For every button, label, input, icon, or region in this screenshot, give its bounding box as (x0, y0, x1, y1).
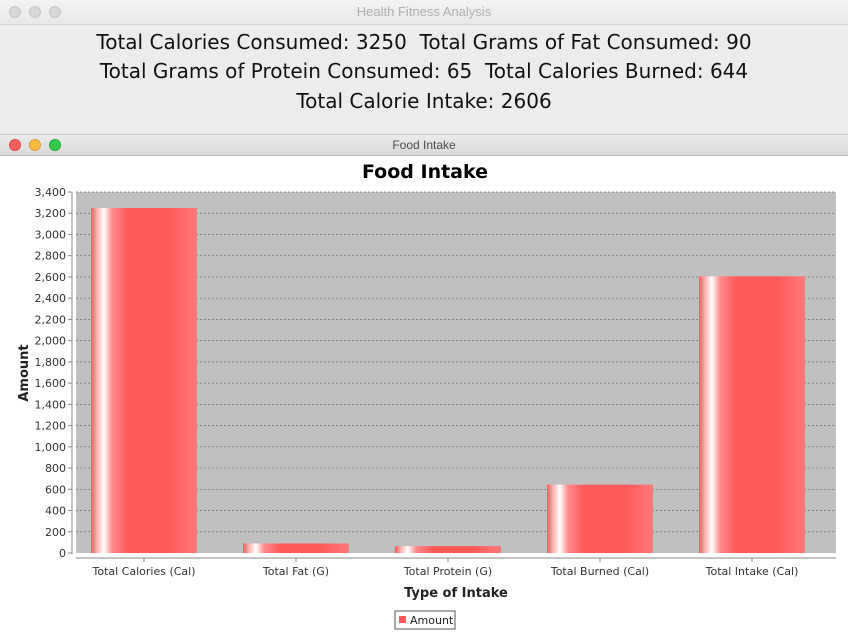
x-tick-label: Total Calories (Cal) (91, 565, 195, 578)
y-tick-label: 0 (59, 547, 66, 560)
legend-label: Amount (410, 614, 454, 627)
chart-title: Food Intake (362, 161, 488, 183)
y-tick-label: 2,000 (35, 335, 67, 348)
y-tick-label: 3,000 (35, 228, 67, 241)
y-tick-label: 1,600 (35, 377, 67, 390)
y-tick-label: 800 (45, 462, 66, 475)
inner-minimize-button[interactable] (29, 139, 41, 151)
outer-zoom-button[interactable] (49, 6, 61, 18)
bars (91, 207, 805, 554)
y-tick-label: 2,400 (35, 292, 67, 305)
inner-zoom-button[interactable] (49, 139, 61, 151)
inner-window-title: Food Intake (392, 138, 456, 152)
bar (91, 207, 197, 554)
y-tick-label: 600 (45, 483, 66, 496)
outer-close-button[interactable] (9, 6, 21, 18)
bar (243, 543, 349, 553)
legend: Amount (394, 610, 456, 630)
y-axis-label: Amount (17, 344, 32, 401)
outer-titlebar[interactable]: Health Fitness Analysis (0, 0, 848, 25)
summary-line-calories-fat: Total Calories Consumed: 3250 Total Gram… (96, 30, 752, 54)
legend-swatch (399, 616, 406, 623)
y-tick-labels: 0 200 400 600 800 1,000 1,200 1,400 1,600 1,800 2,… (35, 186, 72, 560)
x-tick-label: Total Intake (Cal) (705, 565, 799, 578)
outer-window-title: Health Fitness Analysis (356, 4, 492, 19)
y-tick-label: 1,200 (35, 420, 67, 433)
y-tick-label: 1,800 (35, 356, 67, 369)
x-tick-label: Total Fat (G) (262, 565, 329, 578)
y-tick-label: 2,800 (35, 250, 67, 263)
y-tick-label: 1,000 (35, 441, 67, 454)
summary-line-protein-burned: Total Grams of Protein Consumed: 65 Tota… (99, 59, 749, 83)
y-tick-label: 2,600 (35, 271, 67, 284)
x-tick-labels: Total Calories (Cal) Total Fat (G) Total P… (91, 558, 798, 578)
x-tick-label: Total Burned (Cal) (550, 565, 649, 578)
y-tick-label: 2,200 (35, 313, 67, 326)
bar (395, 546, 501, 553)
bar (547, 484, 653, 553)
y-tick-label: 3,200 (35, 207, 67, 220)
summary-line-intake: Total Calorie Intake: 2606 (296, 89, 552, 113)
bar (699, 276, 805, 553)
inner-titlebar[interactable]: Food Intake (0, 135, 848, 156)
inner-close-button[interactable] (9, 139, 21, 151)
x-axis-label: Type of Intake (404, 586, 508, 601)
y-tick-label: 1,400 (35, 398, 67, 411)
x-tick-label: Total Protein (G) (403, 565, 492, 578)
y-tick-label: 400 (45, 505, 66, 518)
y-tick-label: 3,400 (35, 186, 67, 199)
legend-box (394, 610, 456, 630)
food-intake-chart: Food Intake 0 200 400 600 800 1,000 1,200 1,400… (17, 161, 836, 630)
outer-minimize-button[interactable] (29, 6, 41, 18)
y-tick-label: 200 (45, 526, 66, 539)
